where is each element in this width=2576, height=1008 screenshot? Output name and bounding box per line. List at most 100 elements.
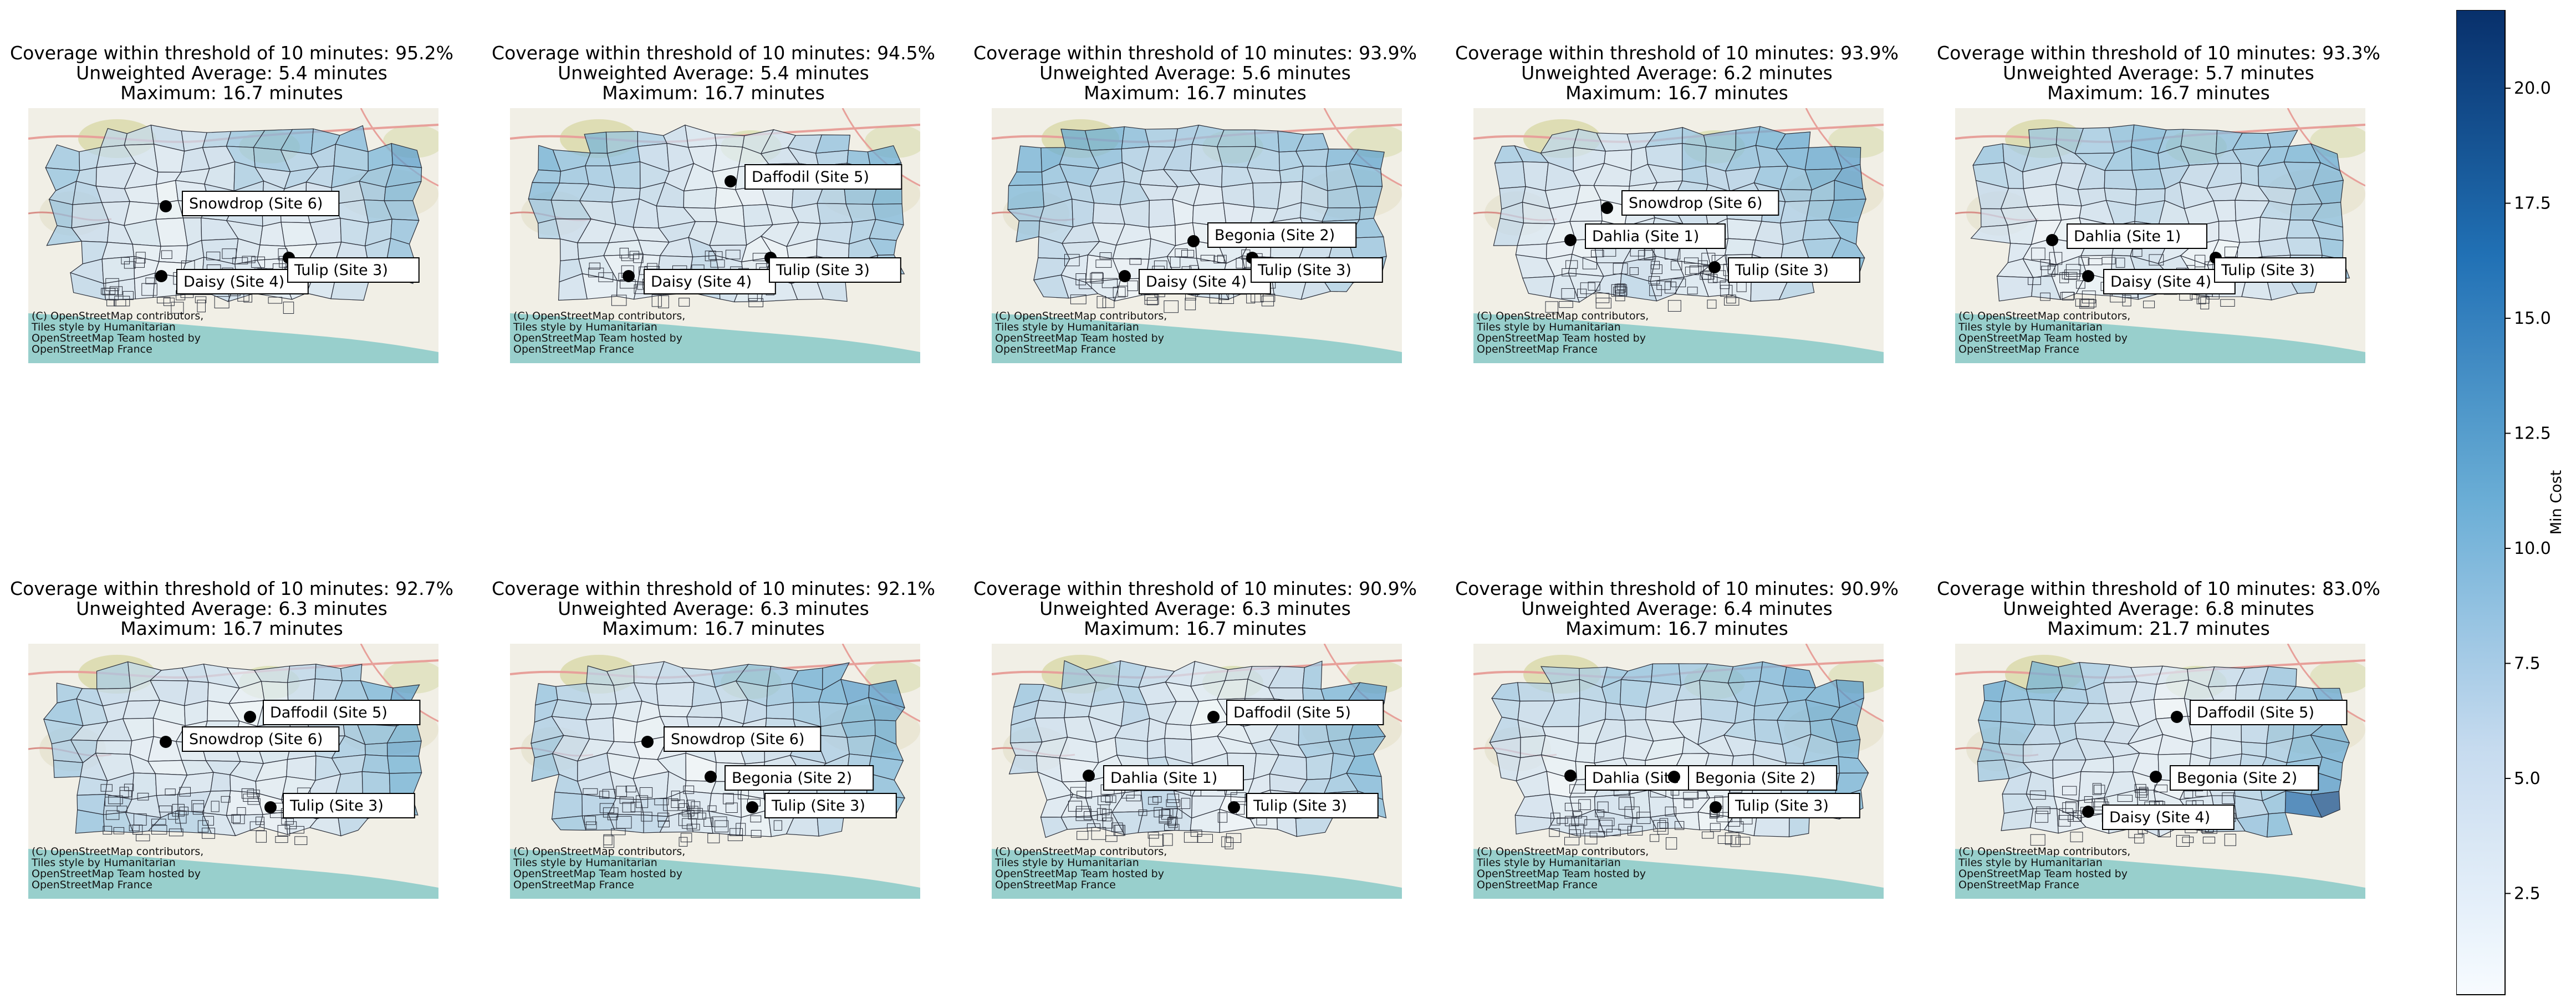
basemap-sea <box>1955 849 2365 899</box>
region-polygon <box>387 755 422 774</box>
region-polygon <box>551 792 583 819</box>
region-detail <box>750 815 762 823</box>
region-detail <box>691 801 701 813</box>
region-polygon <box>95 740 132 755</box>
region-detail <box>2059 808 2073 820</box>
map-panel: Coverage within threshold of 10 minutes:… <box>1455 43 1899 363</box>
region-detail <box>1584 832 1598 844</box>
site-label-box <box>644 269 776 294</box>
region-detail <box>165 788 176 796</box>
map-panel: Coverage within threshold of 10 minutes:… <box>973 579 1417 899</box>
region-detail <box>2200 297 2210 309</box>
attribution-text: OpenStreetMap France <box>513 343 634 355</box>
region-detail <box>1588 282 1600 291</box>
site-marker <box>155 270 167 282</box>
region-detail <box>2080 299 2096 308</box>
site-label-box <box>1728 793 1860 818</box>
region-detail <box>773 820 782 831</box>
region-detail <box>2094 785 2105 794</box>
site-label: Dahlia (Site <box>1592 770 1679 787</box>
region-detail <box>2031 247 2046 260</box>
region-detail <box>616 816 632 829</box>
region-detail <box>1077 791 1092 799</box>
region-detail <box>1091 827 1106 840</box>
region-detail <box>1064 254 1080 267</box>
region-detail <box>1599 817 1615 826</box>
site-label-box <box>1585 223 1726 249</box>
attribution-text: Tiles style by Humanitarian <box>1958 857 2103 869</box>
basemap: Dahlia (Site Begonia (Site 2) Tulip (Site … <box>1473 644 1884 899</box>
region-detail <box>725 250 741 259</box>
site-label: Snowdrop (Site 6) <box>671 731 804 748</box>
site-label: Dahlia (Site 1) <box>1110 770 1217 787</box>
region-polygon <box>657 705 693 717</box>
region-detail <box>277 824 290 836</box>
attribution-text: Tiles style by Humanitarian <box>994 857 1139 869</box>
region-polygon <box>1016 145 1043 172</box>
region-detail <box>1595 810 1605 817</box>
site-label-box <box>182 726 340 752</box>
region-detail <box>1624 806 1640 819</box>
region-detail <box>1070 294 1086 304</box>
site-marker <box>1564 234 1577 246</box>
region-polygon <box>1682 142 1707 171</box>
region-detail <box>1111 822 1123 832</box>
region-detail <box>1170 256 1181 268</box>
region-detail <box>2154 785 2168 792</box>
attribution-text: (C) OpenStreetMap contributors, <box>1958 846 2130 858</box>
panel-title-line: Maximum: 16.7 minutes <box>1084 618 1307 639</box>
site-label-box <box>1103 765 1244 791</box>
region-detail <box>1166 799 1181 807</box>
region-detail <box>1657 822 1669 835</box>
panel-title-line: Unweighted Average: 5.6 minutes <box>1039 62 1351 84</box>
site-marker <box>2082 270 2094 282</box>
region-detail <box>243 793 259 802</box>
region-detail <box>2134 834 2145 844</box>
region-detail <box>1675 821 1685 830</box>
attribution-text: Tiles style by Humanitarian <box>513 857 657 869</box>
site-label: Begonia (Site 2) <box>1695 770 1815 787</box>
region-polygon <box>1007 184 1044 210</box>
region-detail <box>651 294 662 307</box>
region-detail <box>2048 264 2058 274</box>
colorbar-tick-label: 10.0 <box>2514 539 2551 558</box>
region-detail <box>1724 297 1740 306</box>
region-detail <box>1181 798 1191 809</box>
region-polygon <box>1494 161 1526 189</box>
region-detail <box>1113 824 1125 836</box>
panel-title-line: Coverage within threshold of 10 minutes:… <box>10 578 453 599</box>
panel-title-line: Coverage within threshold of 10 minutes:… <box>973 42 1417 64</box>
region-detail <box>2060 292 2075 300</box>
site-label-box <box>1246 793 1379 818</box>
panel-title-line: Maximum: 16.7 minutes <box>2047 82 2270 104</box>
attribution-text: OpenStreetMap Team hosted by <box>1958 868 2128 880</box>
attribution-text: OpenStreetMap Team hosted by <box>32 332 201 344</box>
region-detail <box>1236 258 1247 269</box>
site-label: Dahlia (Site 1) <box>1592 228 1699 245</box>
region-polygon <box>131 772 157 800</box>
region-detail <box>202 816 214 826</box>
region-detail <box>1648 276 1660 284</box>
colorbar-gradient <box>2456 10 2506 995</box>
site-label-box <box>2102 805 2235 830</box>
region-detail <box>179 787 191 797</box>
map-panel: Coverage within threshold of 10 minutes:… <box>492 43 935 363</box>
basemap-sea <box>28 313 438 363</box>
region-detail <box>268 297 283 304</box>
region-detail <box>1148 797 1159 805</box>
basemap: Snowdrop (Site 6) Daisy (Site 4) Tulip (Si… <box>28 108 438 363</box>
site-label: Daffodil (Site 5) <box>270 704 387 721</box>
site-marker <box>1119 270 1131 282</box>
region-detail <box>711 816 727 827</box>
region-detail <box>583 788 598 795</box>
region-detail <box>1075 808 1092 821</box>
colorbar: 2.5 5.0 7.5 10.0 12.5 15.0 17.5 20.0 Min Cost <box>2456 10 2565 995</box>
region-detail <box>137 792 149 801</box>
region-detail <box>1697 260 1708 267</box>
region-detail <box>715 820 729 833</box>
region-detail <box>726 802 738 813</box>
site-marker <box>2150 771 2162 783</box>
region-detail <box>211 801 220 812</box>
region-detail <box>135 252 146 263</box>
region-detail <box>657 812 670 822</box>
